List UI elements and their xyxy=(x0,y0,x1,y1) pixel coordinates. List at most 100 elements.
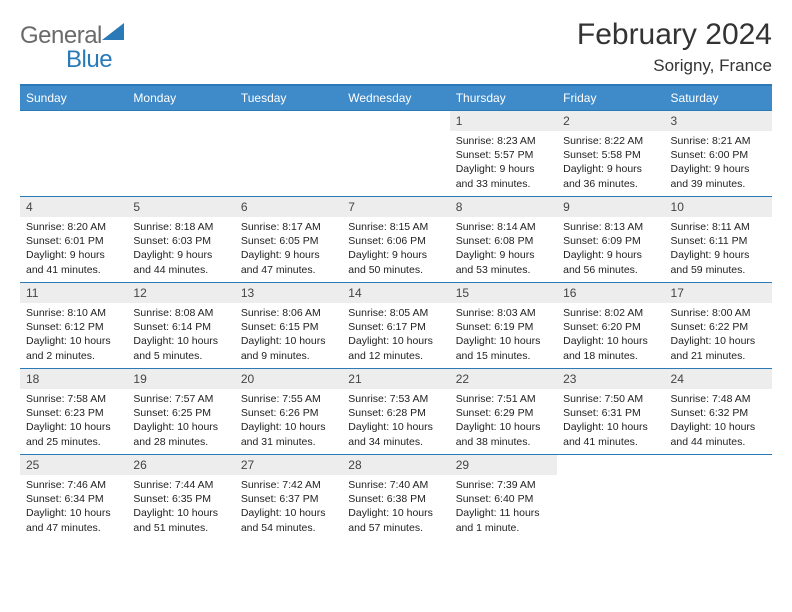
day-number: 3 xyxy=(665,111,772,131)
calendar-cell: 29Sunrise: 7:39 AMSunset: 6:40 PMDayligh… xyxy=(450,455,557,541)
day-number: 5 xyxy=(127,197,234,217)
day-details: Sunrise: 7:40 AMSunset: 6:38 PMDaylight:… xyxy=(342,475,449,539)
day-number: 18 xyxy=(20,369,127,389)
day-details: Sunrise: 7:48 AMSunset: 6:32 PMDaylight:… xyxy=(665,389,772,453)
calendar-week-row: 18Sunrise: 7:58 AMSunset: 6:23 PMDayligh… xyxy=(20,369,772,455)
calendar-cell: 24Sunrise: 7:48 AMSunset: 6:32 PMDayligh… xyxy=(665,369,772,455)
calendar-cell: 16Sunrise: 8:02 AMSunset: 6:20 PMDayligh… xyxy=(557,283,664,369)
day-number: 12 xyxy=(127,283,234,303)
calendar-cell: 6Sunrise: 8:17 AMSunset: 6:05 PMDaylight… xyxy=(235,197,342,283)
calendar-cell: 9Sunrise: 8:13 AMSunset: 6:09 PMDaylight… xyxy=(557,197,664,283)
calendar-cell: 14Sunrise: 8:05 AMSunset: 6:17 PMDayligh… xyxy=(342,283,449,369)
weekday-header: Thursday xyxy=(450,85,557,111)
day-number: 6 xyxy=(235,197,342,217)
day-details: Sunrise: 8:11 AMSunset: 6:11 PMDaylight:… xyxy=(665,217,772,281)
day-number: 20 xyxy=(235,369,342,389)
header: General February 2024 Sorigny, France xyxy=(20,18,772,76)
day-number xyxy=(127,111,234,131)
day-details: Sunrise: 8:23 AMSunset: 5:57 PMDaylight:… xyxy=(450,131,557,195)
calendar-cell: 19Sunrise: 7:57 AMSunset: 6:25 PMDayligh… xyxy=(127,369,234,455)
calendar-cell: 12Sunrise: 8:08 AMSunset: 6:14 PMDayligh… xyxy=(127,283,234,369)
day-number: 24 xyxy=(665,369,772,389)
calendar-week-row: 25Sunrise: 7:46 AMSunset: 6:34 PMDayligh… xyxy=(20,455,772,541)
calendar-cell: 22Sunrise: 7:51 AMSunset: 6:29 PMDayligh… xyxy=(450,369,557,455)
day-details: Sunrise: 8:02 AMSunset: 6:20 PMDaylight:… xyxy=(557,303,664,367)
calendar-cell xyxy=(20,111,127,197)
calendar-cell xyxy=(235,111,342,197)
calendar-cell: 21Sunrise: 7:53 AMSunset: 6:28 PMDayligh… xyxy=(342,369,449,455)
weekday-header: Friday xyxy=(557,85,664,111)
day-number: 1 xyxy=(450,111,557,131)
calendar-cell: 3Sunrise: 8:21 AMSunset: 6:00 PMDaylight… xyxy=(665,111,772,197)
title-block: February 2024 Sorigny, France xyxy=(577,18,772,76)
day-details: Sunrise: 7:51 AMSunset: 6:29 PMDaylight:… xyxy=(450,389,557,453)
day-number: 13 xyxy=(235,283,342,303)
weekday-header: Tuesday xyxy=(235,85,342,111)
day-details: Sunrise: 7:58 AMSunset: 6:23 PMDaylight:… xyxy=(20,389,127,453)
day-details: Sunrise: 8:05 AMSunset: 6:17 PMDaylight:… xyxy=(342,303,449,367)
day-number: 19 xyxy=(127,369,234,389)
day-number: 2 xyxy=(557,111,664,131)
day-number: 15 xyxy=(450,283,557,303)
day-number: 17 xyxy=(665,283,772,303)
month-title: February 2024 xyxy=(577,18,772,52)
day-number: 26 xyxy=(127,455,234,475)
day-number xyxy=(235,111,342,131)
day-number: 23 xyxy=(557,369,664,389)
day-details: Sunrise: 7:53 AMSunset: 6:28 PMDaylight:… xyxy=(342,389,449,453)
day-details: Sunrise: 8:03 AMSunset: 6:19 PMDaylight:… xyxy=(450,303,557,367)
calendar-cell xyxy=(342,111,449,197)
calendar-cell: 5Sunrise: 8:18 AMSunset: 6:03 PMDaylight… xyxy=(127,197,234,283)
day-details: Sunrise: 7:42 AMSunset: 6:37 PMDaylight:… xyxy=(235,475,342,539)
day-details: Sunrise: 8:13 AMSunset: 6:09 PMDaylight:… xyxy=(557,217,664,281)
day-details: Sunrise: 8:06 AMSunset: 6:15 PMDaylight:… xyxy=(235,303,342,367)
day-number: 8 xyxy=(450,197,557,217)
day-number: 11 xyxy=(20,283,127,303)
calendar-cell xyxy=(127,111,234,197)
calendar-cell: 25Sunrise: 7:46 AMSunset: 6:34 PMDayligh… xyxy=(20,455,127,541)
calendar-cell: 17Sunrise: 8:00 AMSunset: 6:22 PMDayligh… xyxy=(665,283,772,369)
day-number xyxy=(665,455,772,475)
calendar-cell xyxy=(665,455,772,541)
calendar-cell: 20Sunrise: 7:55 AMSunset: 6:26 PMDayligh… xyxy=(235,369,342,455)
day-details: Sunrise: 7:44 AMSunset: 6:35 PMDaylight:… xyxy=(127,475,234,539)
calendar-cell: 18Sunrise: 7:58 AMSunset: 6:23 PMDayligh… xyxy=(20,369,127,455)
calendar-cell: 11Sunrise: 8:10 AMSunset: 6:12 PMDayligh… xyxy=(20,283,127,369)
day-details: Sunrise: 7:46 AMSunset: 6:34 PMDaylight:… xyxy=(20,475,127,539)
calendar-cell xyxy=(557,455,664,541)
day-details: Sunrise: 7:57 AMSunset: 6:25 PMDaylight:… xyxy=(127,389,234,453)
weekday-header-row: SundayMondayTuesdayWednesdayThursdayFrid… xyxy=(20,85,772,111)
day-number: 14 xyxy=(342,283,449,303)
day-number: 21 xyxy=(342,369,449,389)
day-number: 10 xyxy=(665,197,772,217)
day-details: Sunrise: 8:18 AMSunset: 6:03 PMDaylight:… xyxy=(127,217,234,281)
calendar-cell: 26Sunrise: 7:44 AMSunset: 6:35 PMDayligh… xyxy=(127,455,234,541)
logo-triangle-icon xyxy=(102,23,124,46)
day-number xyxy=(20,111,127,131)
day-number: 25 xyxy=(20,455,127,475)
day-number: 28 xyxy=(342,455,449,475)
calendar-week-row: 1Sunrise: 8:23 AMSunset: 5:57 PMDaylight… xyxy=(20,111,772,197)
calendar-table: SundayMondayTuesdayWednesdayThursdayFrid… xyxy=(20,84,772,541)
logo-text-blue: Blue xyxy=(66,46,112,73)
day-number: 22 xyxy=(450,369,557,389)
day-details: Sunrise: 8:20 AMSunset: 6:01 PMDaylight:… xyxy=(20,217,127,281)
calendar-week-row: 11Sunrise: 8:10 AMSunset: 6:12 PMDayligh… xyxy=(20,283,772,369)
weekday-header: Sunday xyxy=(20,85,127,111)
day-details: Sunrise: 8:15 AMSunset: 6:06 PMDaylight:… xyxy=(342,217,449,281)
calendar-cell: 4Sunrise: 8:20 AMSunset: 6:01 PMDaylight… xyxy=(20,197,127,283)
day-number xyxy=(557,455,664,475)
location: Sorigny, France xyxy=(577,56,772,76)
day-number xyxy=(342,111,449,131)
calendar-cell: 15Sunrise: 8:03 AMSunset: 6:19 PMDayligh… xyxy=(450,283,557,369)
day-details: Sunrise: 8:10 AMSunset: 6:12 PMDaylight:… xyxy=(20,303,127,367)
day-details: Sunrise: 8:22 AMSunset: 5:58 PMDaylight:… xyxy=(557,131,664,195)
day-number: 7 xyxy=(342,197,449,217)
day-number: 9 xyxy=(557,197,664,217)
calendar-cell: 10Sunrise: 8:11 AMSunset: 6:11 PMDayligh… xyxy=(665,197,772,283)
day-number: 4 xyxy=(20,197,127,217)
day-details: Sunrise: 8:00 AMSunset: 6:22 PMDaylight:… xyxy=(665,303,772,367)
weekday-header: Wednesday xyxy=(342,85,449,111)
day-details: Sunrise: 7:50 AMSunset: 6:31 PMDaylight:… xyxy=(557,389,664,453)
calendar-cell: 23Sunrise: 7:50 AMSunset: 6:31 PMDayligh… xyxy=(557,369,664,455)
